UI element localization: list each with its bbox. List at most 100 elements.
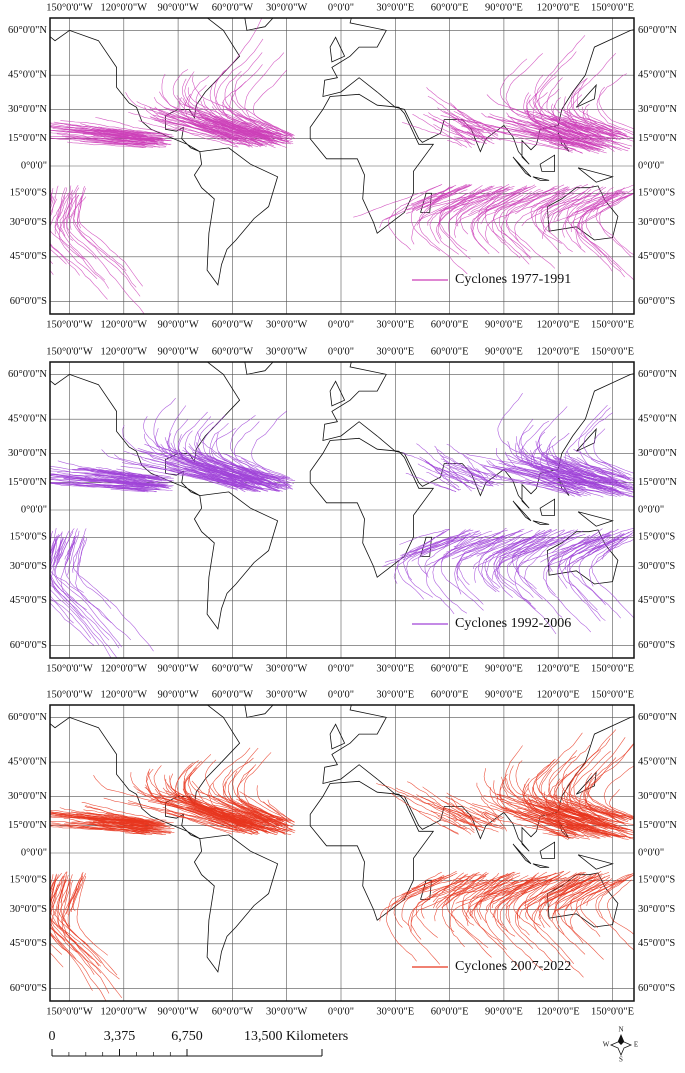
cyclone-track bbox=[529, 99, 634, 139]
latitude-label: 30°0'0"N bbox=[8, 791, 47, 802]
latitude-label: 30°0'0"N bbox=[8, 104, 47, 115]
cyclone-track bbox=[123, 472, 157, 479]
cyclone-track bbox=[485, 875, 510, 895]
longitude-label: 0°0'0" bbox=[328, 346, 354, 357]
cyclone-track bbox=[496, 447, 591, 496]
cyclone-track bbox=[91, 136, 145, 143]
cyclone-track bbox=[50, 884, 110, 994]
cyclone-track bbox=[208, 747, 251, 823]
longitude-label: 30°0'0"W bbox=[266, 663, 307, 674]
cyclone-track bbox=[570, 131, 605, 142]
cyclone-track bbox=[395, 787, 475, 827]
cyclone-track bbox=[533, 877, 601, 933]
cyclone-track bbox=[449, 802, 472, 819]
map-frame bbox=[49, 704, 635, 1002]
cyclone-track bbox=[59, 807, 149, 825]
longitude-label: 60°0'0"E bbox=[431, 689, 469, 700]
cyclone-track bbox=[441, 880, 517, 933]
cyclone-track bbox=[61, 881, 102, 967]
cyclone-track bbox=[521, 799, 634, 836]
cyclone-track bbox=[406, 536, 452, 598]
map-frame bbox=[49, 17, 635, 315]
cyclone-track bbox=[550, 821, 601, 839]
cyclone-track bbox=[539, 127, 604, 148]
cyclone-track bbox=[547, 537, 590, 572]
cyclone-track bbox=[50, 528, 60, 593]
cyclone-track bbox=[480, 194, 542, 225]
cyclone-track bbox=[244, 52, 292, 140]
cyclone-track bbox=[489, 787, 578, 834]
cyclone-track bbox=[69, 186, 86, 230]
cyclone-track bbox=[501, 880, 519, 897]
cyclone-track bbox=[523, 787, 585, 826]
cyclone-track bbox=[434, 445, 472, 492]
cyclone-track bbox=[498, 536, 567, 586]
cyclone-track bbox=[498, 538, 543, 568]
cyclone-track bbox=[512, 870, 564, 884]
cyclone-track bbox=[445, 796, 489, 820]
longitude-label: 60°0'0"W bbox=[212, 346, 253, 357]
cyclone-track bbox=[415, 880, 462, 938]
cyclone-track bbox=[83, 809, 144, 822]
compass-e: E bbox=[634, 1041, 638, 1049]
longitude-label: 60°0'0"W bbox=[212, 2, 253, 13]
cyclone-track bbox=[459, 818, 484, 829]
cyclone-track bbox=[497, 393, 578, 474]
cyclone-track bbox=[188, 807, 285, 833]
land bbox=[576, 770, 597, 795]
map-panel: 150°0'0"W 150°0'0"W 120°0'0"W 120°0'0"W 90°0… bbox=[8, 689, 677, 1017]
cyclone-track bbox=[454, 188, 511, 226]
cyclone-track bbox=[166, 464, 259, 492]
cyclone-track bbox=[546, 185, 594, 218]
cyclone-track bbox=[488, 115, 583, 153]
cyclone-track bbox=[531, 808, 577, 837]
longitude-label: 150°0'0"E bbox=[591, 2, 634, 13]
cyclone-track bbox=[196, 463, 243, 479]
latitude-label: 45°0'0"N bbox=[638, 757, 677, 768]
cyclone-track bbox=[58, 185, 98, 280]
cyclone-track bbox=[509, 108, 590, 141]
cyclone-track bbox=[98, 468, 175, 482]
cyclone-track bbox=[422, 786, 483, 827]
cyclone-track bbox=[440, 458, 480, 476]
cyclone-track bbox=[553, 457, 594, 474]
cyclone-track bbox=[554, 778, 624, 824]
cyclone-track bbox=[569, 94, 630, 150]
cyclone-track bbox=[71, 877, 84, 913]
cyclone-track bbox=[566, 450, 602, 478]
map-body bbox=[50, 362, 634, 658]
longitude-label: 90°0'0"W bbox=[157, 689, 198, 700]
cyclone-track bbox=[490, 877, 556, 904]
longitude-label: 150°0'0"E bbox=[591, 1006, 634, 1017]
cyclone-track bbox=[565, 876, 611, 911]
longitude-label: 90°0'0"W bbox=[157, 2, 198, 13]
cyclone-track bbox=[460, 186, 504, 235]
cyclone-track bbox=[502, 534, 548, 556]
cyclone-track bbox=[558, 143, 596, 152]
cyclone-track bbox=[72, 528, 87, 573]
cyclone-track bbox=[458, 536, 506, 586]
latitude-label: 15°0'0"N bbox=[8, 820, 47, 831]
cyclone-track bbox=[50, 248, 67, 265]
cyclone-track bbox=[470, 186, 531, 236]
cyclone-track bbox=[485, 879, 533, 943]
latitude-label: 45°0'0"S bbox=[638, 251, 675, 262]
cyclone-track bbox=[59, 187, 80, 237]
cyclone-track bbox=[573, 802, 631, 840]
cyclone-track bbox=[524, 538, 563, 618]
cyclone-track bbox=[525, 479, 600, 492]
cyclone-track bbox=[530, 191, 562, 244]
cyclone-track bbox=[485, 188, 521, 244]
cyclone-track bbox=[50, 195, 85, 260]
cyclone-track bbox=[229, 64, 276, 135]
cyclone-track bbox=[77, 539, 112, 609]
cyclone-track bbox=[469, 875, 507, 950]
cyclone-track bbox=[585, 772, 634, 820]
cyclone-track bbox=[520, 459, 597, 487]
cyclone-track bbox=[72, 881, 80, 912]
cyclone-track bbox=[481, 814, 494, 827]
longitude-label: 0°0'0" bbox=[328, 319, 354, 330]
cyclone-track bbox=[555, 879, 596, 904]
cyclone-track bbox=[449, 102, 501, 141]
land bbox=[322, 705, 634, 852]
